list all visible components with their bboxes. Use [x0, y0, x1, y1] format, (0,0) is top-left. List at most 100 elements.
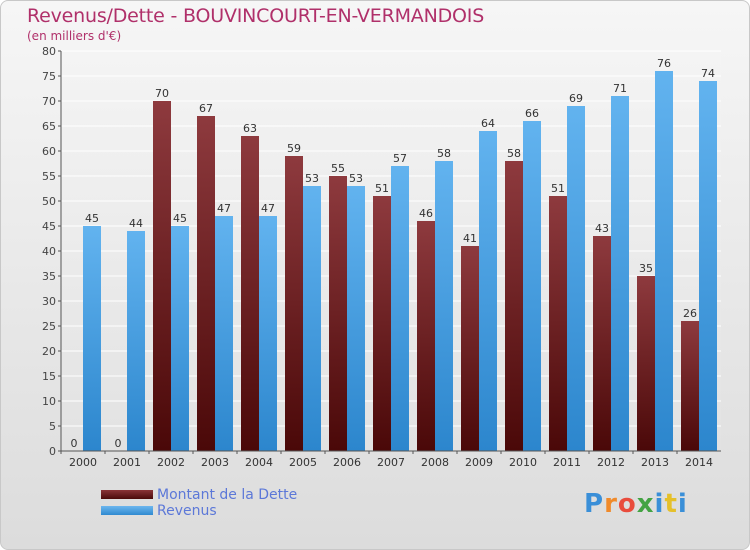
- x-tick-label: 2004: [245, 456, 273, 469]
- bar-revenus: [567, 106, 585, 451]
- data-label-debt: 59: [287, 142, 301, 155]
- bar-debt: [373, 196, 391, 451]
- bar-debt: [285, 156, 303, 451]
- legend-swatch-debt: [101, 490, 153, 499]
- legend-label-debt: Montant de la Dette: [157, 487, 298, 503]
- bar-revenus: [523, 121, 541, 451]
- y-tick-label: 0: [49, 445, 56, 458]
- data-label-revenus: 44: [129, 217, 143, 230]
- x-tick-label: 2001: [113, 456, 141, 469]
- logo-letter: P: [584, 489, 605, 519]
- logo-letter: x: [636, 489, 655, 519]
- y-tick-label: 70: [42, 95, 56, 108]
- data-label-revenus: 64: [481, 117, 495, 130]
- data-label-debt: 43: [595, 222, 609, 235]
- bar-debt: [417, 221, 435, 451]
- data-label-revenus: 69: [569, 92, 583, 105]
- y-tick-label: 60: [42, 145, 56, 158]
- x-tick-label: 2000: [69, 456, 97, 469]
- data-label-revenus: 53: [349, 172, 363, 185]
- data-label-debt: 67: [199, 102, 213, 115]
- bar-revenus: [215, 216, 233, 451]
- bar-revenus: [171, 226, 189, 451]
- bar-revenus: [479, 131, 497, 451]
- bar-debt: [241, 136, 259, 451]
- x-tick-label: 2010: [509, 456, 537, 469]
- data-label-debt: 26: [683, 307, 697, 320]
- bar-revenus: [391, 166, 409, 451]
- data-label-revenus: 47: [217, 202, 231, 215]
- bar-debt: [329, 176, 347, 451]
- y-tick-label: 50: [42, 195, 56, 208]
- x-tick-label: 2007: [377, 456, 405, 469]
- bar-revenus: [699, 81, 717, 451]
- bar-debt: [637, 276, 655, 451]
- bar-revenus: [127, 231, 145, 451]
- data-label-debt: 63: [243, 122, 257, 135]
- y-tick-label: 20: [42, 345, 56, 358]
- data-label-revenus: 45: [173, 212, 187, 225]
- data-label-debt: 0: [71, 437, 78, 450]
- y-tick-label: 15: [42, 370, 56, 383]
- bar-revenus: [303, 186, 321, 451]
- legend-label-revenus: Revenus: [157, 503, 217, 519]
- logo-letter: i: [654, 489, 665, 519]
- data-label-revenus: 53: [305, 172, 319, 185]
- chart-subtitle: (en milliers d'€): [27, 29, 122, 43]
- bar-debt: [549, 196, 567, 451]
- data-label-debt: 58: [507, 147, 521, 160]
- legend-swatch-revenus: [101, 506, 153, 515]
- data-label-revenus: 45: [85, 212, 99, 225]
- x-tick-label: 2003: [201, 456, 229, 469]
- y-tick-label: 40: [42, 245, 56, 258]
- x-tick-label: 2011: [553, 456, 581, 469]
- logo-letter: o: [617, 489, 637, 519]
- y-tick-label: 5: [49, 420, 56, 433]
- bar-revenus: [259, 216, 277, 451]
- x-tick-label: 2006: [333, 456, 361, 469]
- data-label-debt: 41: [463, 232, 477, 245]
- bar-debt: [197, 116, 215, 451]
- y-tick-label: 80: [42, 45, 56, 58]
- data-label-debt: 35: [639, 262, 653, 275]
- y-tick-label: 30: [42, 295, 56, 308]
- y-tick-label: 35: [42, 270, 56, 283]
- data-label-revenus: 76: [657, 57, 671, 70]
- y-tick-label: 10: [42, 395, 56, 408]
- data-label-revenus: 47: [261, 202, 275, 215]
- bar-revenus: [347, 186, 365, 451]
- x-tick-label: 2013: [641, 456, 669, 469]
- bar-revenus: [435, 161, 453, 451]
- bar-revenus: [611, 96, 629, 451]
- data-label-revenus: 66: [525, 107, 539, 120]
- x-tick-label: 2002: [157, 456, 185, 469]
- data-label-revenus: 71: [613, 82, 627, 95]
- data-label-debt: 51: [375, 182, 389, 195]
- bar-revenus: [83, 226, 101, 451]
- x-tick-label: 2009: [465, 456, 493, 469]
- data-label-debt: 0: [115, 437, 122, 450]
- y-tick-label: 25: [42, 320, 56, 333]
- data-label-revenus: 74: [701, 67, 715, 80]
- bar-debt: [153, 101, 171, 451]
- y-tick-label: 65: [42, 120, 56, 133]
- bar-debt: [593, 236, 611, 451]
- y-tick-label: 75: [42, 70, 56, 83]
- logo-letter: i: [677, 489, 688, 519]
- data-label-debt: 55: [331, 162, 345, 175]
- chart-title: Revenus/Dette - BOUVINCOURT-EN-VERMANDOI…: [27, 5, 485, 27]
- x-tick-label: 2012: [597, 456, 625, 469]
- bar-debt: [505, 161, 523, 451]
- data-label-revenus: 57: [393, 152, 407, 165]
- bar-debt: [681, 321, 699, 451]
- y-tick-label: 55: [42, 170, 56, 183]
- logo-letter: r: [604, 489, 618, 519]
- x-tick-label: 2014: [685, 456, 713, 469]
- data-label-debt: 46: [419, 207, 433, 220]
- bar-debt: [461, 246, 479, 451]
- data-label-debt: 70: [155, 87, 169, 100]
- x-tick-label: 2005: [289, 456, 317, 469]
- data-label-debt: 51: [551, 182, 565, 195]
